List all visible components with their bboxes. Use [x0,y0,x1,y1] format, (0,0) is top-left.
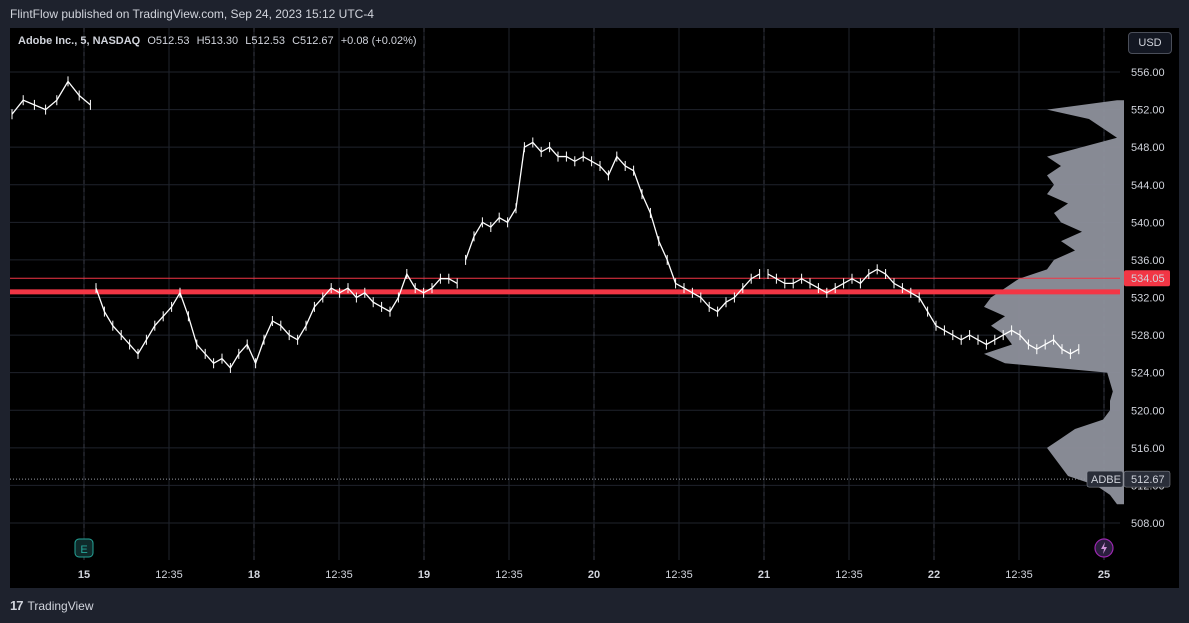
currency-button[interactable]: USD [1128,32,1172,54]
time-axis: 15 12:35 18 12:35 19 12:35 20 12:35 21 12:35 22 12:… [78,569,1110,581]
time-tick-label: 12:35 [665,569,693,581]
price-tick-label: 556.00 [1131,67,1165,79]
last-price-label: 512.67 [1131,474,1165,486]
price-series-3 [464,141,760,313]
price-tick-label: 524.00 [1131,368,1165,380]
time-tick-label: 21 [758,569,770,581]
time-tick-label: 12:35 [155,569,183,581]
price-tick-label: 528.00 [1131,330,1165,342]
volume-profile [984,100,1124,505]
symbol-tag [1086,470,1124,488]
price-axis: 556.00 552.00 548.00 544.00 540.00 536.00 532.… [1086,67,1171,530]
price-series-4 [767,268,1080,355]
price-tick-label: 540.00 [1131,217,1165,229]
time-tick-label: 12:35 [1005,569,1033,581]
symbol-legend: Adobe Inc., 5, NASDAQ O512.53 H513.30 L5… [18,35,421,47]
price-tick-label: 544.00 [1131,180,1165,192]
close-value: C512.67 [292,35,334,47]
symbol-tag-label: ADBE [1091,474,1121,486]
time-tick-label: 12:35 [495,569,523,581]
high-value: H513.30 [196,35,239,47]
price-tick-label: 548.00 [1131,142,1165,154]
price-tick-label: 532.00 [1131,293,1165,305]
tradingview-brand: TradingView [27,598,94,613]
volume-profile-shape [984,100,1124,505]
price-tick-label: 520.00 [1131,405,1165,417]
bottom-bar [0,588,1189,623]
price-tick-label: 516.00 [1131,443,1165,455]
time-tick-label: 12:35 [835,569,863,581]
time-tick-label: 20 [588,569,600,581]
level-price-tag [1124,270,1170,287]
earnings-marker [74,538,94,558]
earnings-marker-label: E [80,544,87,556]
level-price-label: 534.05 [1131,273,1165,285]
price-tick-label: 552.00 [1131,105,1165,117]
price-series-2 [95,272,458,370]
open-value: O512.53 [147,35,190,47]
support-level-thick [10,289,1120,295]
horizontal-levels [10,277,1120,480]
price-tick-label: 508.00 [1131,518,1165,530]
price-series [11,76,1080,373]
time-tick-label: 18 [248,569,260,581]
last-price-tag [1123,470,1171,488]
published-label: FlintFlow published on TradingView.com, … [10,7,374,21]
symbol-name[interactable]: Adobe Inc., 5, NASDAQ [18,35,141,47]
low-value: L512.53 [245,35,285,47]
price-series-1 [11,80,91,115]
time-tick-label: 25 [1098,569,1110,581]
time-tick-label: 12:35 [325,569,353,581]
change-value: +0.08 (+0.02%) [340,35,417,47]
grid-lines [10,28,1120,560]
tradingview-logo[interactable]: 17 TradingView [10,598,94,613]
top-bar: FlintFlow published on TradingView.com, … [0,0,1189,28]
lightning-bolt-shape [1101,542,1107,554]
time-tick-label: 22 [928,569,940,581]
chart-markers: E [74,538,1114,558]
price-tick-label: 536.00 [1131,255,1165,267]
time-tick-label: 15 [78,569,90,581]
tradingview-logo-icon: 17 [10,598,24,613]
time-tick-label: 19 [418,569,430,581]
